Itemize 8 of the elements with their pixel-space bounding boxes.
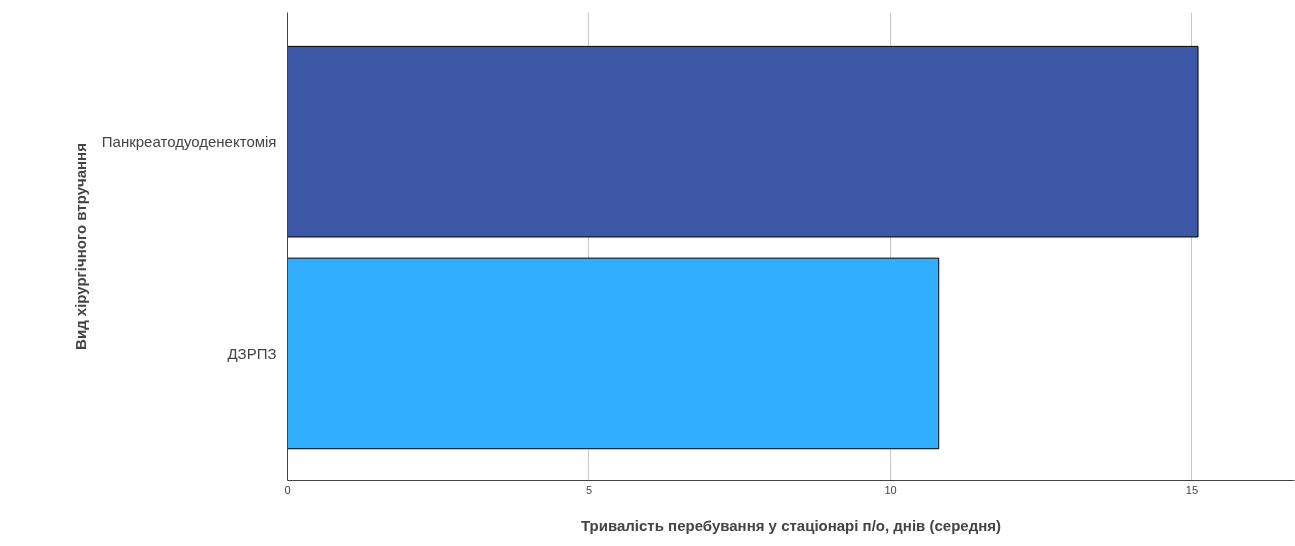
y-tick-label: ДЗРПЗ	[227, 344, 277, 362]
x-axis-title: Тривалість перебування у стаціонарі п/о, днів (середня)	[581, 516, 1002, 534]
y-tick-label: Панкреатодуоденектомія	[101, 133, 277, 151]
x-tick-label: 0	[284, 483, 291, 496]
x-tick-label: 15	[1185, 483, 1199, 496]
x-tick-label: 10	[884, 483, 897, 496]
x-tick-label: 5	[585, 483, 593, 496]
y-axis-title: Вид хірургічного втручання	[71, 143, 89, 350]
